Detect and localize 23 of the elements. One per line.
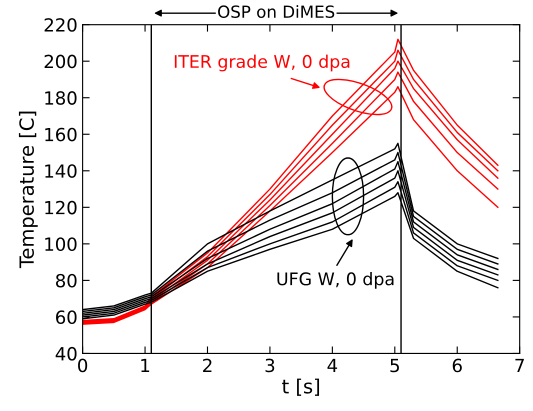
- x-tick-label: 0: [78, 358, 88, 372]
- x-tick-label: 3: [266, 358, 274, 372]
- x-tick-label: 1: [141, 358, 150, 372]
- y-tick-label: 220: [44, 18, 77, 32]
- y-tick-label: 180: [45, 91, 77, 105]
- y-tick-label: 140: [45, 164, 77, 178]
- x-tick-label: 2: [203, 358, 212, 372]
- annotation: ITER grade W, 0 dpa: [174, 54, 350, 72]
- x-tick-label: 6: [452, 358, 462, 372]
- text: OSP on DiMES: [218, 5, 334, 18]
- y-tick-label: 100: [45, 237, 77, 251]
- annotation: UFG W, 0 dpa: [277, 272, 394, 289]
- x-tick-label: 7: [515, 358, 524, 372]
- y-tick-label: 200: [44, 54, 77, 68]
- y-tick-label: 80: [56, 274, 77, 288]
- y-tick-label: 120: [45, 200, 77, 214]
- x-tick-label: 5: [390, 358, 399, 372]
- y-tick-label: 40: [56, 346, 77, 361]
- y-axis-title: Temperature [C]: [18, 112, 38, 268]
- x-axis-title: t [s]: [282, 378, 320, 396]
- y-tick-label: 160: [45, 128, 77, 142]
- y-tick-label: 60: [56, 310, 77, 324]
- x-tick-label: 4: [328, 358, 338, 372]
